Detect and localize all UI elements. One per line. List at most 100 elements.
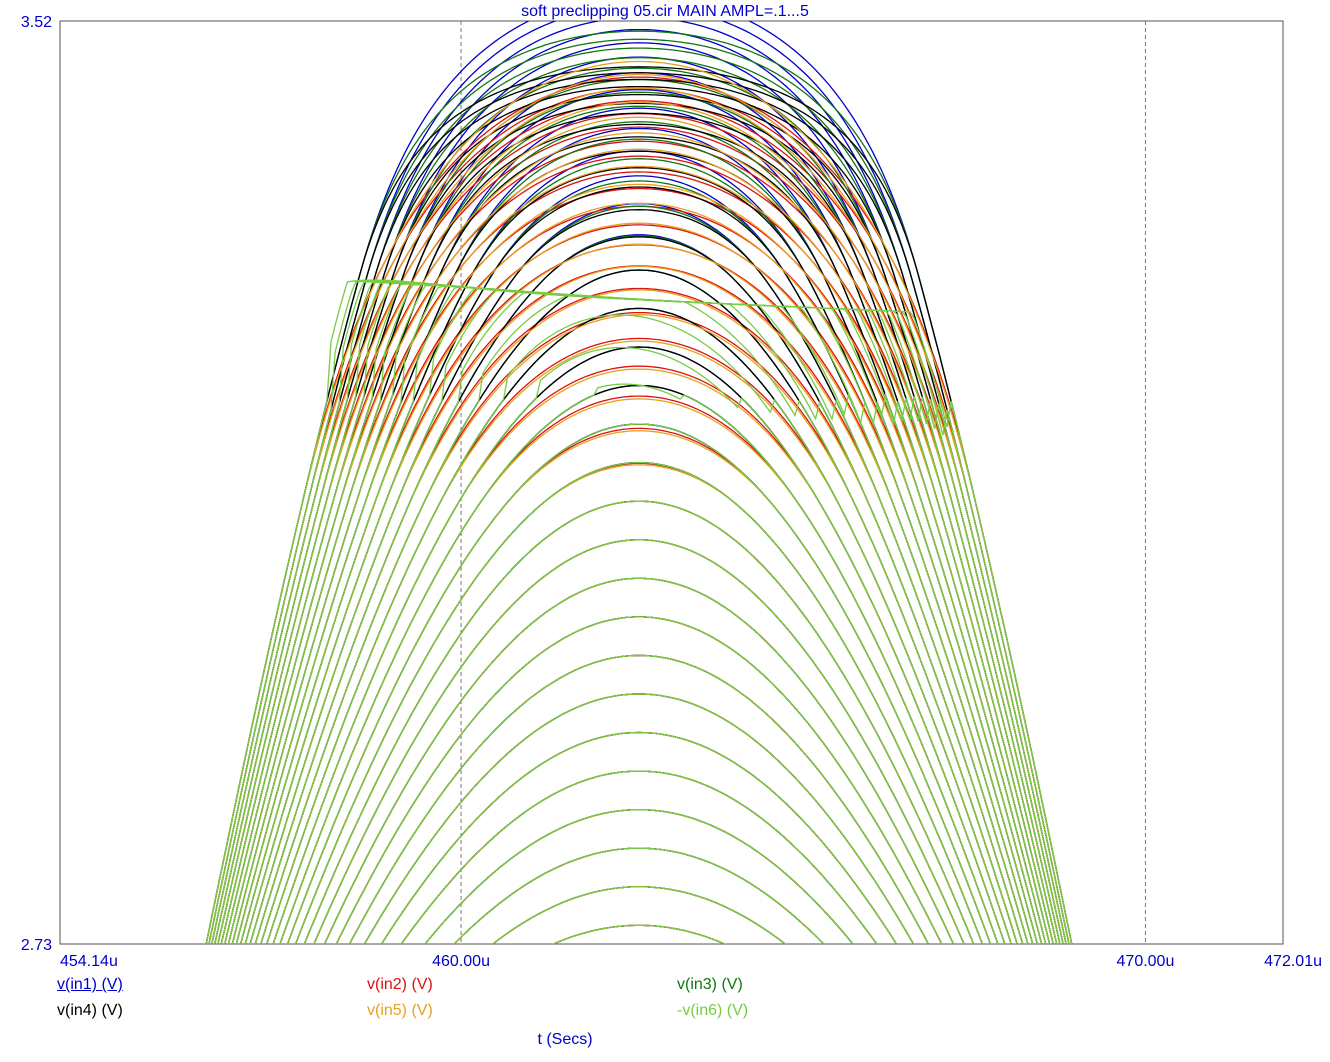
trace-in3	[217, 67, 1061, 944]
y-tick-label: 2.73	[21, 937, 52, 954]
trace-in6	[260, 294, 1018, 944]
trace-in6	[335, 616, 943, 944]
trace-in4	[235, 150, 1043, 944]
trace-in3	[272, 346, 1006, 944]
y-tick-label: 3.52	[21, 14, 52, 31]
trace-in1	[266, 307, 1012, 944]
trace-in4	[254, 236, 1024, 944]
trace-in5	[602, 964, 676, 967]
trace-in6	[400, 770, 878, 944]
trace-in2	[551, 924, 727, 944]
trace-in3	[211, 47, 1067, 944]
trace-in2	[224, 155, 1054, 944]
trace-in6	[294, 461, 984, 944]
trace-in3	[279, 384, 999, 944]
legend-in2[interactable]: v(in2) (V)	[367, 976, 433, 993]
legend-in5[interactable]: v(in5) (V)	[367, 1002, 433, 1019]
trace-in2	[266, 337, 1012, 944]
trace-in5	[266, 340, 1012, 944]
trace-in2	[323, 577, 955, 944]
trace-in1	[217, 42, 1061, 944]
trace-in3	[602, 964, 676, 967]
trace-in3	[286, 423, 992, 944]
chart-title: soft preclipping 05.cir MAIN AMPL=.1...5	[521, 3, 809, 20]
trace-in6	[453, 847, 825, 944]
trace-in4	[266, 307, 1012, 944]
x-tick-label: 472.01u	[1264, 953, 1322, 970]
trace-group	[205, 21, 1073, 967]
trace-in2	[303, 500, 975, 944]
trace-in5	[227, 165, 1051, 944]
trace-in1	[235, 127, 1043, 944]
trace-in4	[279, 384, 999, 944]
x-tick-label: 454.14u	[60, 953, 118, 970]
trace-in3	[235, 138, 1043, 944]
legend-in6[interactable]: -v(in6) (V)	[677, 1002, 749, 1019]
plot-frame	[59, 20, 1284, 945]
series-6	[205, 279, 1073, 967]
trace-in6	[363, 693, 915, 944]
trace-in5	[335, 616, 943, 944]
trace-in2	[214, 113, 1064, 944]
trace-in1	[208, 21, 1070, 944]
trace-in3	[254, 235, 1024, 944]
trace-in4	[220, 102, 1058, 944]
trace-in1	[303, 500, 975, 944]
trace-in4	[303, 500, 975, 944]
x-tick-label: 470.00u	[1117, 953, 1175, 970]
trace-in6	[205, 279, 1073, 944]
trace-in4	[227, 123, 1051, 944]
trace-in5	[286, 430, 992, 944]
trace-in2	[602, 964, 676, 967]
trace-in1	[239, 150, 1039, 944]
trace-in1	[551, 924, 727, 944]
trace-in6	[279, 383, 999, 944]
trace-in5	[208, 73, 1070, 944]
trace-in4	[249, 209, 1029, 944]
trace-in3	[335, 616, 943, 944]
trace-in5	[220, 132, 1058, 944]
trace-in1	[602, 964, 676, 967]
trace-in6	[323, 577, 955, 944]
trace-in2	[220, 140, 1058, 944]
series-5	[205, 60, 1073, 967]
x-tick-label: 460.00u	[432, 953, 490, 970]
trace-in2	[335, 616, 943, 944]
trace-in6	[254, 291, 1024, 944]
trace-in4	[272, 346, 1006, 944]
trace-in1	[205, 21, 1073, 944]
trace-in3	[214, 57, 1064, 944]
trace-in4	[217, 93, 1061, 944]
trace-in3	[220, 79, 1058, 944]
legend-in3[interactable]: v(in3) (V)	[677, 976, 743, 993]
trace-in4	[602, 964, 676, 967]
trace-in4	[551, 924, 727, 944]
legend-in4[interactable]: v(in4) (V)	[57, 1002, 123, 1019]
trace-in6	[602, 964, 676, 967]
trace-in4	[239, 167, 1039, 944]
y-axis-ticks: 3.52 2.73	[21, 14, 52, 954]
trace-in6	[214, 281, 1064, 944]
trace-in4	[224, 112, 1054, 944]
trace-in3	[551, 924, 727, 944]
trace-in6	[348, 654, 930, 944]
trace-in1	[254, 234, 1024, 944]
trace-in4	[205, 66, 1073, 944]
trace-in6	[286, 423, 992, 944]
trace-in1	[335, 616, 943, 944]
trace-in5	[323, 577, 955, 944]
trace-in6	[249, 289, 1029, 944]
trace-in4	[214, 85, 1064, 944]
trace-in3	[303, 500, 975, 944]
trace-in4	[335, 616, 943, 944]
trace-in1	[214, 28, 1064, 944]
trace-in1	[220, 56, 1058, 944]
trace-in6	[551, 924, 727, 944]
trace-in6	[239, 286, 1039, 944]
trace-in6	[313, 539, 965, 944]
trace-in4	[211, 78, 1067, 944]
trace-in1	[323, 577, 955, 944]
trace-in1	[272, 346, 1006, 944]
legend-in1[interactable]: v(in1) (V)	[57, 976, 123, 993]
